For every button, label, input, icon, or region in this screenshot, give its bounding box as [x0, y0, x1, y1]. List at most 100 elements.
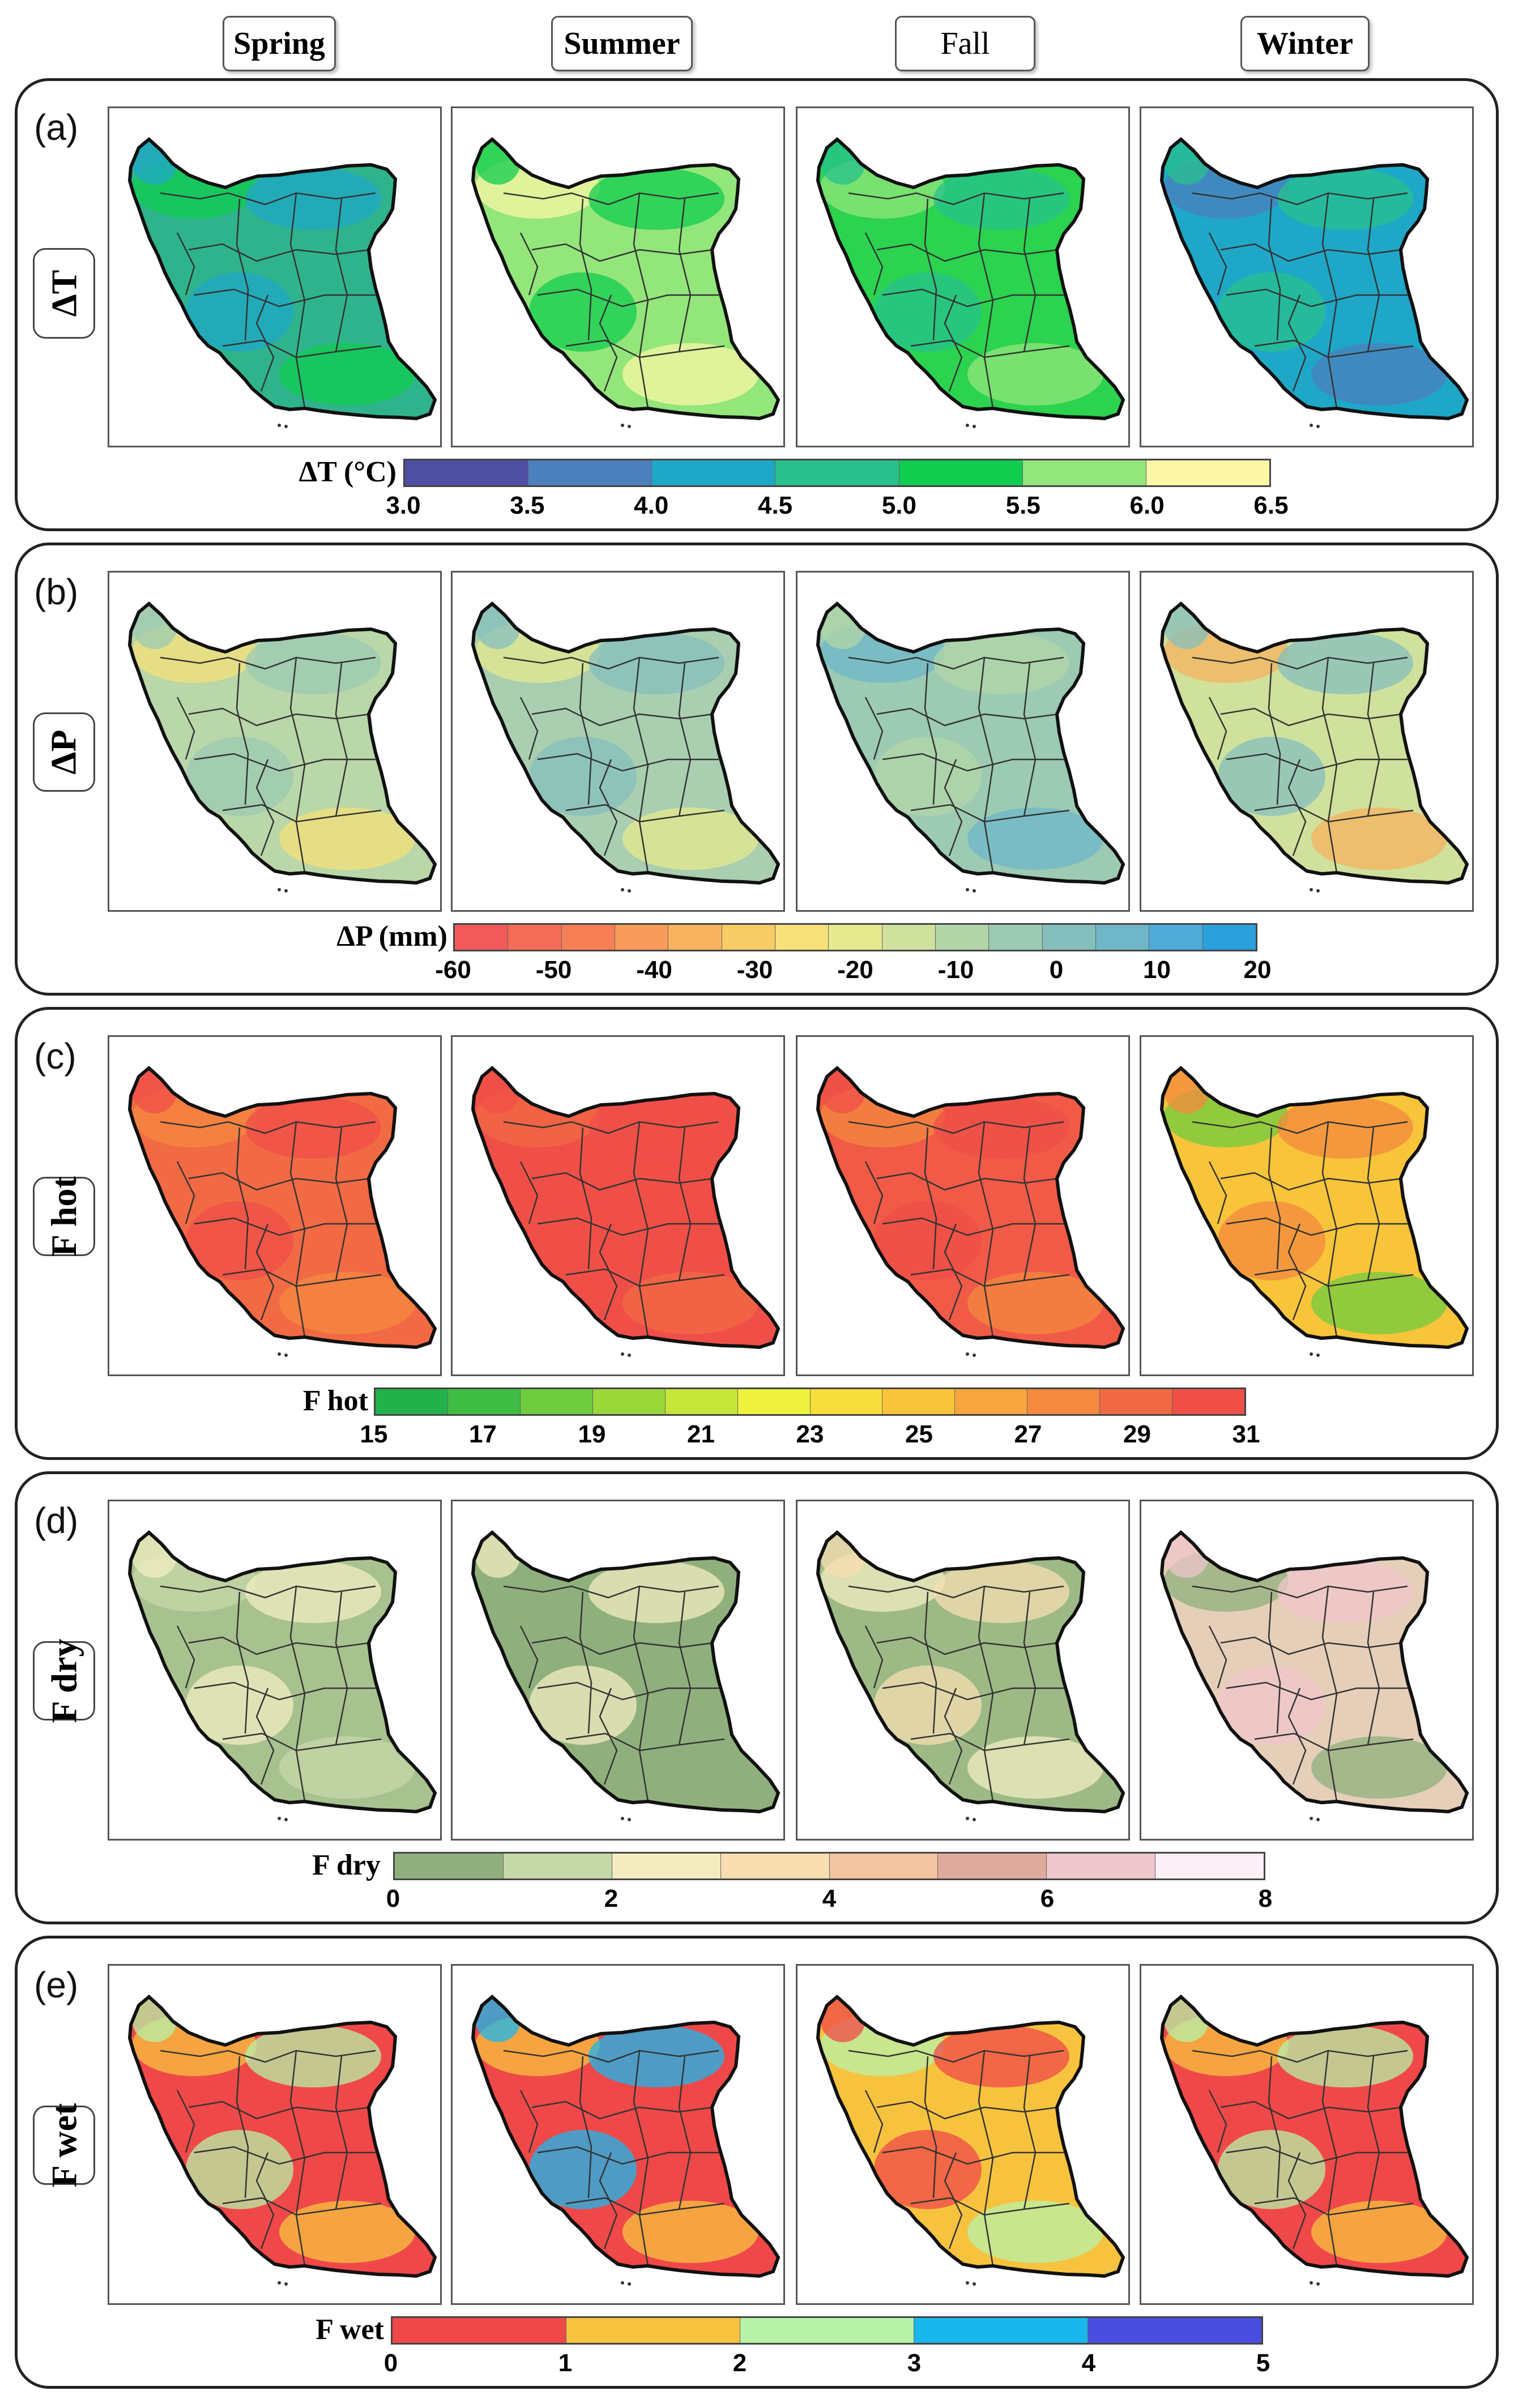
colorbar-swatch — [561, 925, 615, 950]
map-region-2 — [1277, 168, 1413, 230]
map-region-3 — [1311, 2201, 1447, 2263]
province-border — [1220, 1172, 1402, 1191]
colorbar-swatch — [882, 925, 936, 950]
variable-label-box: ΔP — [33, 712, 95, 792]
country-border — [127, 137, 437, 421]
province-border — [978, 193, 994, 409]
country-border — [816, 1530, 1125, 1814]
province-border — [876, 243, 1059, 262]
province-border — [537, 753, 719, 772]
colorbar-swatch — [882, 1389, 956, 1414]
island — [1310, 424, 1313, 427]
province-border — [978, 2050, 994, 2266]
province-border — [1208, 1161, 1227, 1224]
colorbar-tick: 21 — [687, 1420, 715, 1448]
province-border — [537, 2146, 719, 2165]
country-border — [1159, 1066, 1469, 1350]
colorbar-swatch — [899, 460, 1023, 485]
province-border — [188, 1172, 370, 1191]
colorbar-swatch — [668, 925, 722, 950]
province-border — [882, 1217, 1064, 1236]
province-border — [1023, 1591, 1037, 1745]
country-border — [816, 137, 1125, 421]
province-border — [633, 193, 649, 409]
island — [628, 889, 631, 893]
province-border — [978, 657, 994, 873]
country-border — [816, 1066, 1125, 1350]
island — [621, 1352, 624, 1356]
island — [1310, 1352, 1313, 1356]
colorbar-swatch — [1047, 1854, 1156, 1878]
island — [284, 889, 288, 893]
province-border — [848, 1121, 1064, 1134]
map-panel-summer — [451, 571, 785, 912]
colorbar-tick: -10 — [937, 956, 974, 984]
province-border — [579, 2056, 592, 2198]
colorbar-title: F wet — [315, 2313, 384, 2346]
colorbar-swatch — [508, 925, 562, 950]
province-border — [876, 1636, 1059, 1655]
map-region-3 — [622, 343, 758, 405]
iran-map — [471, 1995, 781, 2286]
province-border — [864, 232, 884, 296]
province-border — [579, 198, 592, 341]
province-border — [599, 1223, 618, 1321]
iran-map — [471, 137, 781, 428]
province-border — [176, 2090, 195, 2153]
colorbar-tick: -60 — [435, 956, 471, 984]
country-border — [127, 1530, 437, 1814]
map-region-2 — [588, 1561, 724, 1623]
country-border — [127, 1995, 437, 2278]
province-border — [236, 1591, 249, 1734]
province-border — [864, 2090, 884, 2153]
map-region-3 — [1311, 1272, 1447, 1334]
province-border — [255, 759, 275, 856]
season-label: Winter — [1256, 26, 1354, 61]
province-border — [1208, 232, 1227, 296]
country-border — [1159, 137, 1469, 421]
map-region-3 — [1311, 343, 1447, 405]
panel-letter: (e) — [34, 1965, 79, 2005]
province-border — [160, 656, 376, 670]
colorbar-tick: -20 — [837, 956, 873, 984]
province-border — [876, 2100, 1059, 2120]
island — [966, 888, 969, 891]
map-region-2 — [588, 1096, 724, 1159]
province-border — [188, 243, 370, 262]
map-region-2 — [245, 2025, 381, 2087]
map-panel-spring — [108, 1964, 442, 2305]
country-border — [471, 1066, 781, 1350]
province-border — [1321, 1121, 1338, 1338]
province-border — [633, 2050, 649, 2266]
island — [621, 1817, 624, 1820]
colorbar-tick: 5.5 — [1005, 492, 1040, 519]
province-border — [1367, 198, 1380, 352]
map-panel-fall — [796, 571, 1130, 912]
season-label: Fall — [940, 26, 990, 61]
island — [1310, 1817, 1313, 1820]
province-border — [944, 2152, 963, 2249]
map-region-2 — [1277, 2025, 1413, 2087]
province-border — [289, 1586, 306, 1802]
colorbar-tick: 25 — [905, 1420, 933, 1448]
colorbar-swatch — [1027, 1389, 1101, 1414]
province-border — [289, 2050, 306, 2266]
colorbar-swatch — [829, 1854, 939, 1878]
province-border — [579, 1127, 592, 1270]
colorbar — [374, 1387, 1246, 1416]
province-border — [1226, 753, 1408, 772]
province-border — [289, 193, 306, 409]
colorbar-swatch — [455, 925, 509, 950]
province-border — [579, 1591, 592, 1734]
colorbar-swatch — [665, 1389, 738, 1414]
colorbar — [453, 923, 1257, 951]
country-border — [127, 601, 437, 885]
country-border — [816, 601, 1125, 885]
map-panel-summer — [451, 1500, 785, 1841]
season-header-summer: Summer — [551, 16, 693, 71]
colorbar-tick: -50 — [535, 956, 572, 984]
island — [1316, 889, 1320, 893]
colorbar-tick: 6.0 — [1129, 492, 1165, 519]
country-border — [471, 137, 781, 421]
colorbar-swatch — [592, 1389, 666, 1414]
